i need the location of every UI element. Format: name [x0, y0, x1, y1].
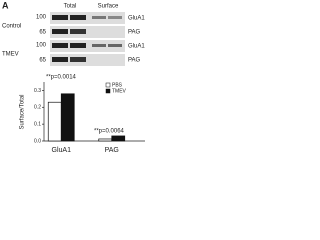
figure: A Total Surface Control TMEV GluA1 PAG G…: [2, 0, 145, 154]
protein-label: GluA1: [128, 44, 145, 50]
blot: [50, 12, 125, 66]
y-tick-label: 0.2: [34, 105, 41, 111]
legend-swatch: [105, 88, 111, 94]
marker-label: 65: [39, 30, 46, 36]
protein-label: GluA1: [128, 16, 145, 22]
y-tick-label: 0.0: [34, 138, 41, 144]
bar: [47, 101, 62, 142]
group-label: TMEV: [2, 52, 19, 58]
column-label: Total: [64, 4, 77, 10]
x-tick-label: PAG: [105, 147, 119, 154]
x-tick-label: GluA1: [52, 147, 72, 154]
panel-label: A: [2, 0, 9, 10]
column-label: Surface: [98, 4, 119, 10]
y-tick-label: 0.1: [34, 121, 41, 127]
legend-swatch: [105, 82, 111, 88]
annotation: **p=0.0064: [94, 129, 125, 135]
y-tick-label: 0.3: [34, 88, 41, 94]
y-axis-label: Surface/Total: [20, 94, 26, 129]
protein-label: PAG: [128, 30, 141, 36]
marker-label: 100: [36, 43, 47, 49]
bar: [60, 93, 75, 142]
marker-label: 100: [36, 15, 47, 21]
legend-label: PBS: [112, 82, 123, 88]
annotation: **p=0.0014: [46, 75, 77, 81]
protein-label: PAG: [128, 58, 141, 64]
marker-label: 65: [39, 58, 46, 64]
bar: [111, 135, 126, 142]
group-label: Control: [2, 24, 21, 30]
legend-label: TMEV: [112, 88, 127, 94]
bar: [98, 138, 113, 142]
